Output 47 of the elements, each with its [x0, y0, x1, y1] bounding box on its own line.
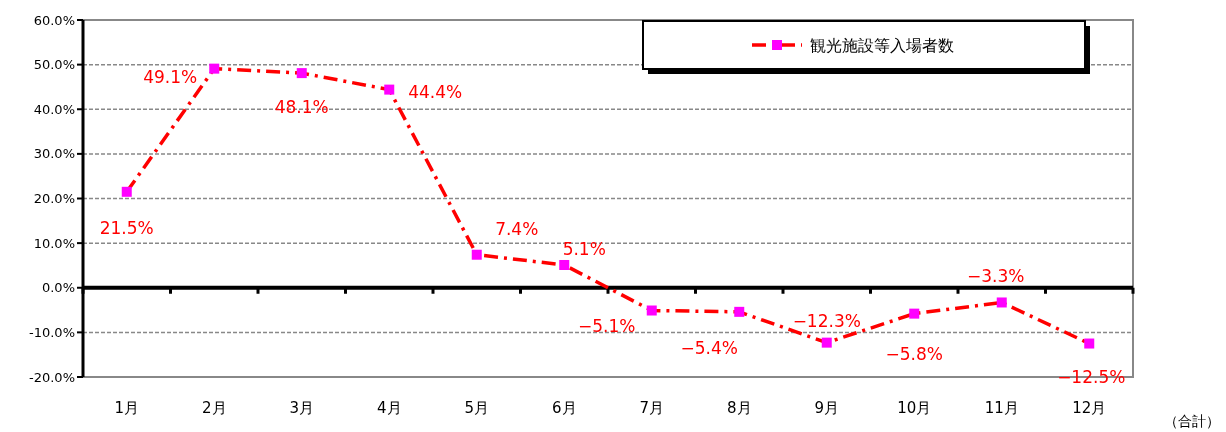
- y-tick-label: -10.0%: [29, 324, 75, 340]
- point: [1084, 338, 1095, 349]
- x-tick-label: 11月: [984, 399, 1019, 417]
- data-label: −12.3%: [792, 310, 861, 331]
- y-tick-label: 60.0%: [33, 12, 75, 28]
- x-tick-label: 12月: [1072, 399, 1107, 417]
- point: [209, 63, 220, 74]
- data-label: −5.1%: [578, 316, 636, 337]
- x-tick-label: 9月: [814, 399, 840, 417]
- point: [734, 306, 745, 317]
- data-label: −12.5%: [1057, 367, 1126, 388]
- y-tick-label: 30.0%: [33, 146, 75, 162]
- y-tick-label: 0.0%: [41, 280, 75, 296]
- point: [996, 297, 1007, 308]
- data-label: −5.4%: [680, 337, 738, 358]
- data-label: 7.4%: [495, 218, 539, 239]
- data-label: 49.1%: [143, 66, 198, 87]
- data-label: 21.5%: [99, 217, 154, 238]
- data-label: 44.4%: [408, 81, 463, 102]
- data-label: 5.1%: [562, 238, 606, 259]
- x-tick-label: 4月: [376, 399, 402, 417]
- x-tick-label: 10月: [897, 399, 932, 417]
- point: [559, 259, 570, 270]
- y-tick-label: 40.0%: [33, 101, 75, 117]
- x-tick-label: 3月: [289, 399, 315, 417]
- point: [296, 68, 307, 79]
- point: [909, 308, 920, 319]
- x-tick-label: 5月: [464, 399, 490, 417]
- y-tick-label: 50.0%: [33, 57, 75, 73]
- data-label: 48.1%: [274, 97, 329, 118]
- x-tick-label: 6月: [551, 399, 577, 417]
- point: [384, 84, 395, 95]
- legend-label: 観光施設等入場者数: [810, 35, 954, 55]
- text: （合計）: [1164, 413, 1220, 429]
- x-tick-label: 2月: [201, 399, 227, 417]
- x-tick-label: 1月: [114, 399, 140, 417]
- point: [121, 186, 132, 197]
- point: [471, 249, 482, 260]
- data-label: −5.8%: [885, 343, 943, 364]
- y-tick-label: -20.0%: [29, 369, 75, 385]
- data-label: −3.3%: [967, 266, 1025, 287]
- point: [821, 337, 832, 348]
- point: [646, 305, 657, 316]
- y-tick-label: 20.0%: [33, 191, 75, 207]
- y-tick-label: 10.0%: [33, 235, 75, 251]
- x-tick-label: 7月: [639, 399, 665, 417]
- x-tick-label: 8月: [726, 399, 752, 417]
